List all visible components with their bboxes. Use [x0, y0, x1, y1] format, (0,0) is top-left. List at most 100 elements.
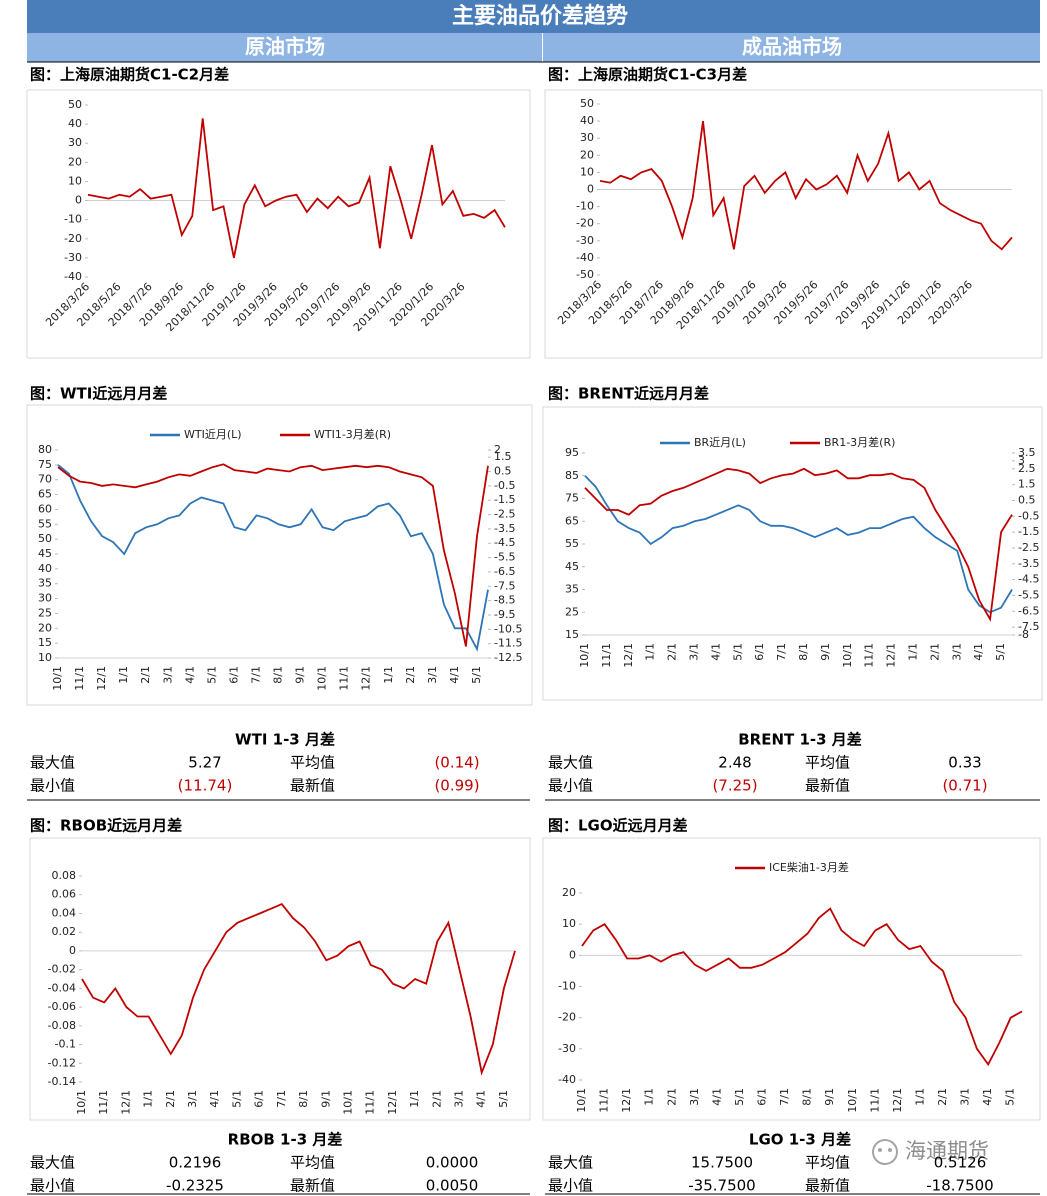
y-tick-label: 50	[68, 98, 82, 111]
plot-frame	[26, 404, 533, 706]
y-tick-label: 20	[562, 886, 576, 899]
x-tick-label: 7/1	[275, 1090, 288, 1108]
stats-label: 最新值	[290, 777, 335, 795]
y2-tick-label: -1.5	[1018, 525, 1039, 538]
x-tick-label: 2/1	[404, 666, 417, 684]
chart-title: 图：BRENT近远月月差	[548, 385, 709, 403]
y-tick-label: 50	[38, 532, 52, 545]
y-tick-label: 95	[565, 446, 579, 459]
x-tick-label: 5/1	[994, 643, 1007, 661]
stats-title: RBOB 1-3 月差	[228, 1131, 343, 1149]
series-line	[57, 463, 489, 647]
y2-tick-label: -6.5	[1018, 604, 1039, 617]
x-tick-label: 10/1	[51, 666, 64, 691]
y-tick-label: -20	[576, 217, 594, 230]
y-tick-label: -0.08	[48, 1019, 76, 1032]
x-tick-label: 4/1	[709, 643, 722, 661]
plot-frame	[29, 837, 531, 1121]
stats-label: 最小值	[30, 1177, 75, 1195]
y2-tick-label: -2.5	[494, 508, 515, 521]
y-tick-label: 70	[38, 473, 52, 486]
x-tick-label: 12/1	[119, 1090, 132, 1115]
stats-title: WTI 1-3 月差	[235, 731, 335, 749]
y2-tick-label: -12.5	[494, 651, 522, 664]
stats-value: (0.71)	[942, 777, 987, 795]
series-line	[599, 120, 1013, 251]
x-tick-label: 1/1	[913, 1088, 926, 1106]
y2-tick-label: -1.5	[494, 493, 515, 506]
x-tick-label: 11/1	[364, 1090, 377, 1115]
y-tick-label: 50	[580, 97, 594, 110]
y2-tick-label: -5.5	[494, 551, 515, 564]
x-tick-label: 9/1	[294, 666, 307, 684]
y-tick-label: 60	[38, 502, 52, 515]
x-tick-label: 5/1	[497, 1090, 510, 1108]
plot-frame	[542, 837, 1041, 1121]
y-tick-label: -0.14	[48, 1075, 76, 1088]
section-bar	[27, 33, 542, 62]
x-tick-label: 5/1	[470, 666, 483, 684]
y2-tick-label: -5.5	[1018, 588, 1039, 601]
stats-value: (11.74)	[178, 777, 233, 795]
chart-title: 图：上海原油期货C1-C3月差	[548, 66, 747, 84]
y-tick-label: -30	[64, 251, 82, 264]
series-line	[81, 903, 516, 1076]
x-tick-label: 11/1	[863, 643, 876, 668]
y-tick-label: 30	[580, 131, 594, 144]
stats-label: 最大值	[30, 754, 75, 772]
y-tick-label: -10	[64, 213, 82, 226]
y-tick-label: 15	[565, 628, 579, 641]
y-tick-label: 20	[580, 148, 594, 161]
y-tick-label: -0.04	[48, 981, 76, 994]
watermark-text: 海通期货	[905, 1139, 989, 1163]
y-tick-label: -0.06	[48, 1000, 76, 1013]
y2-tick-label: 3	[1018, 454, 1025, 467]
y-tick-label: 65	[38, 488, 52, 501]
stats-value: 0.33	[948, 754, 981, 772]
y-tick-label: 10	[562, 917, 576, 930]
series-line	[584, 475, 1013, 614]
legend-label: BR近月(L)	[694, 436, 746, 449]
y-tick-label: 0	[587, 183, 594, 196]
section-title: 原油市场	[245, 35, 325, 59]
y2-tick-label: -4.5	[494, 536, 515, 549]
y-tick-label: 35	[565, 583, 579, 596]
x-tick-label: 2/1	[666, 643, 679, 661]
x-tick-label: 2/1	[430, 1090, 443, 1108]
legend-label: ICE柴油1-3月差	[769, 860, 849, 874]
y-tick-label: -0.12	[48, 1056, 76, 1069]
stats-label: 最新值	[805, 777, 850, 795]
x-tick-label: 12/1	[620, 1088, 633, 1113]
stats-label: 平均值	[290, 1154, 335, 1172]
stats-value: -0.2325	[166, 1177, 224, 1195]
chart-title: 图：WTI近远月月差	[30, 385, 167, 403]
y-tick-label: -20	[64, 232, 82, 245]
y-tick-label: 10	[38, 651, 52, 664]
stats-value: 5.27	[188, 754, 221, 772]
x-tick-label: 7/1	[775, 643, 788, 661]
y-tick-label: 25	[565, 605, 579, 618]
y-tick-label: 40	[68, 117, 82, 130]
x-tick-label: 2/1	[665, 1088, 678, 1106]
stats-label: 最小值	[548, 1177, 593, 1195]
x-tick-label: 11/1	[97, 1090, 110, 1115]
stats-value: -35.7500	[688, 1177, 755, 1195]
stats-value: 0.2196	[169, 1154, 222, 1172]
x-tick-label: 10/1	[841, 643, 854, 668]
y2-tick-label: 0.5	[1018, 493, 1036, 506]
x-tick-label: 6/1	[253, 1090, 266, 1108]
y-tick-label: -30	[558, 1042, 576, 1055]
x-tick-label: 7/1	[249, 666, 262, 684]
y2-tick-label: 1.5	[1018, 478, 1036, 491]
x-tick-label: 9/1	[319, 1090, 332, 1108]
stats-label: 平均值	[805, 1154, 850, 1172]
y-tick-label: 0	[75, 194, 82, 207]
x-tick-label: 1/1	[906, 643, 919, 661]
x-tick-label: 8/1	[272, 666, 285, 684]
stats-title: BRENT 1-3 月差	[738, 731, 862, 749]
y-tick-label: 30	[68, 136, 82, 149]
y2-tick-label: -8	[1018, 628, 1029, 641]
chart-title: 图：RBOB近远月月差	[30, 817, 182, 835]
x-tick-label: 8/1	[797, 643, 810, 661]
